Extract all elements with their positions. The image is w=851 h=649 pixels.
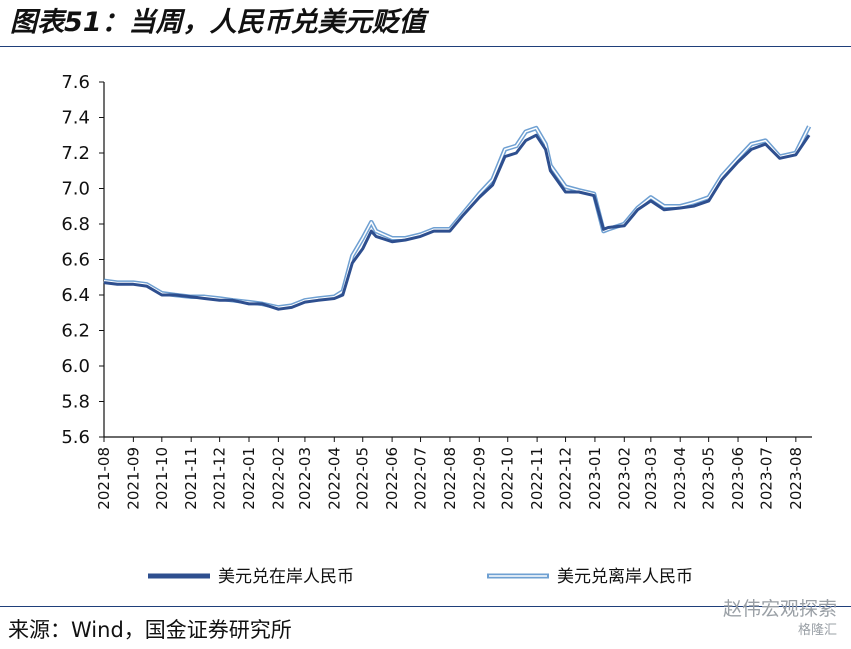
x-tick-label: 2023-07	[757, 447, 775, 510]
x-tick-label: 2022-04	[325, 447, 343, 510]
y-tick-label: 7.0	[61, 179, 90, 200]
x-tick-label: 2023-02	[615, 447, 633, 510]
plot-area	[103, 82, 812, 438]
series-layer	[103, 125, 812, 311]
footer-rule	[0, 606, 851, 607]
x-tick-label: 2023-05	[700, 447, 718, 510]
source-note: 来源：Wind，国金证券研究所	[8, 618, 292, 642]
y-tick-label: 5.6	[61, 427, 90, 448]
x-tick-label: 2022-01	[240, 447, 258, 510]
x-tick-label: 2021-10	[153, 447, 171, 510]
title-rule	[0, 46, 851, 47]
x-tick-label: 2022-11	[528, 447, 546, 510]
x-tick-label: 2022-03	[296, 447, 314, 510]
x-tick-label: 2023-08	[787, 447, 805, 510]
legend: 美元兑在岸人民币 美元兑离岸人民币	[148, 567, 693, 587]
y-tick-label: 6.2	[61, 321, 90, 342]
x-tick-label: 2023-06	[729, 447, 747, 510]
x-tick-label: 2022-02	[269, 447, 287, 510]
x-axis: 2021-08 2021-09 2021-10 2021-11 2021-12 2022-…	[95, 437, 805, 510]
x-tick-label: 2021-11	[182, 447, 200, 510]
x-tick-label: 2023-04	[671, 447, 689, 510]
line-chart: 7.6 7.4 7.2 7.0 6.8 6.6 6.4 6.2 6.0 5.8 5.6 2021-0…	[61, 72, 812, 587]
page-title: 图表51：当周，人民币兑美元贬值	[10, 7, 426, 38]
x-tick-label: 2021-12	[211, 447, 229, 510]
series-line-onshore	[103, 133, 811, 311]
x-tick-label: 2021-09	[124, 447, 142, 510]
x-tick-label: 2022-12	[557, 447, 575, 510]
x-tick-label: 2022-09	[470, 447, 488, 510]
y-axis: 7.6 7.4 7.2 7.0 6.8 6.6 6.4 6.2 6.0 5.8 5.6	[61, 72, 104, 448]
y-tick-label: 6.6	[61, 250, 90, 271]
y-tick-label: 6.4	[61, 285, 90, 306]
y-tick-label: 6.0	[61, 356, 90, 377]
x-tick-label: 2022-07	[412, 447, 430, 510]
series-line-offshore	[103, 125, 812, 310]
watermark-sub: 格隆汇	[797, 623, 837, 638]
y-tick-label: 7.4	[61, 108, 90, 129]
y-tick-label: 7.6	[61, 72, 90, 93]
x-tick-label: 2021-08	[95, 447, 113, 510]
x-tick-label: 2022-10	[499, 447, 517, 510]
series-line-offshore-inner	[103, 126, 810, 309]
x-tick-label: 2022-06	[383, 447, 401, 510]
y-tick-label: 6.8	[61, 214, 90, 235]
x-tick-label: 2022-05	[354, 447, 372, 510]
y-tick-label: 5.8	[61, 392, 90, 413]
x-tick-label: 2023-03	[642, 447, 660, 510]
y-tick-label: 7.2	[61, 143, 90, 164]
legend-label-onshore: 美元兑在岸人民币	[218, 567, 354, 587]
watermark-main: 赵伟宏观探索	[722, 598, 837, 620]
legend-label-offshore: 美元兑离岸人民币	[557, 567, 693, 587]
watermark: 赵伟宏观探索 格隆汇	[723, 598, 837, 642]
x-tick-label: 2023-01	[586, 447, 604, 510]
x-tick-label: 2022-08	[441, 447, 459, 510]
